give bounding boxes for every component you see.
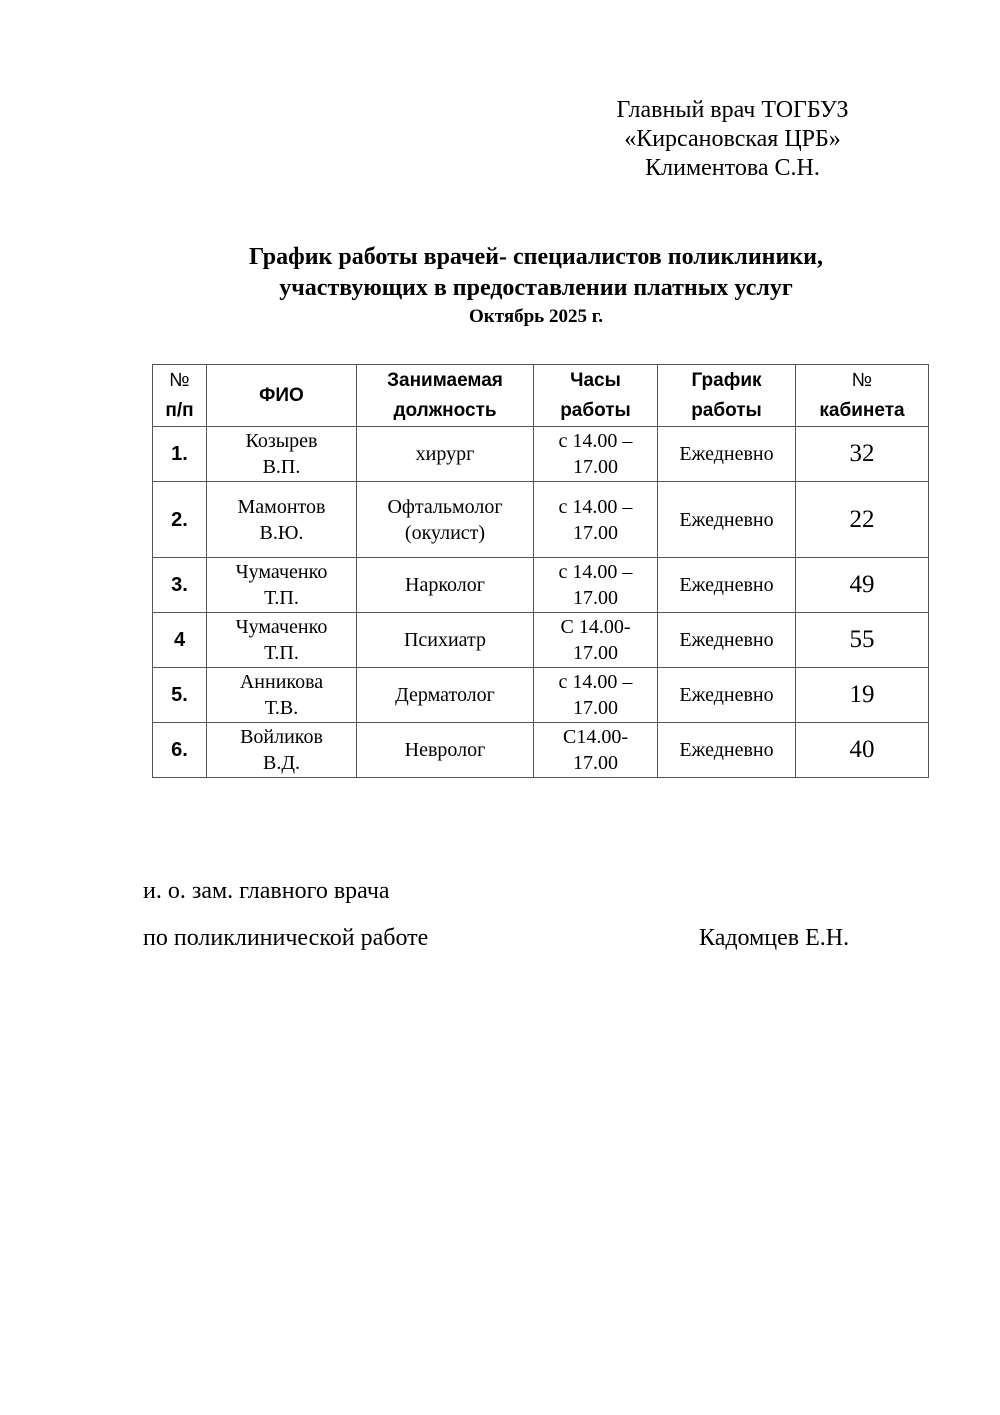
header-cabinet: № кабинета [795,364,929,427]
doctor-name: Чумаченко Т.П. [206,557,357,613]
work-schedule: Ежедневно [657,481,796,558]
doctor-position: Дерматолог [356,667,534,723]
row-number: 6. [152,722,207,778]
approval-block: Главный врач ТОГБУЗ «Кирсановская ЦРБ» К… [560,96,905,183]
table-row: 6. Войликов В.Д. Невролог С14.00- 17.00 Ежедне… [152,722,929,778]
doctor-position: Психиатр [356,612,534,668]
cabinet-number: 55 [795,612,929,668]
title-line: участвующих в предоставлении платных усл… [279,275,793,301]
approval-line: Главный врач ТОГБУЗ [616,97,849,123]
row-number: 5. [152,667,207,723]
doctor-position: Нарколог [356,557,534,613]
document-title: График работы врачей- специалистов полик… [100,242,972,304]
cabinet-number: 40 [795,722,929,778]
row-number: 4 [152,612,207,668]
table-header-row: № п/п ФИО Занимаемая должность Часы работы … [152,364,929,427]
doctor-name: Козырев В.П. [206,426,357,482]
work-schedule: Ежедневно [657,722,796,778]
work-hours: с 14.00 –17.00 [533,557,658,613]
work-schedule: Ежедневно [657,426,796,482]
header-name: ФИО [206,364,357,427]
row-number: 1. [152,426,207,482]
row-number: 2. [152,481,207,558]
table-row: 2. Мамонтов В.Ю. Офтальмолог (окулист) с 14.0… [152,481,929,558]
header-position: Занимаемая должность [356,364,534,427]
doctor-position: Офтальмолог (окулист) [356,481,534,558]
header-hours: Часы работы [533,364,658,427]
work-hours: с 14.00 –17.00 [533,481,658,558]
table-row: 3. Чумаченко Т.П. Нарколог с 14.00 –17.00 Еже… [152,557,929,613]
doctor-name: Войликов В.Д. [206,722,357,778]
signature-name: Кадомцев Е.Н. [699,925,850,951]
work-hours: С 14.00- 17.00 [533,612,658,668]
header-schedule: График работы [657,364,796,427]
cabinet-number: 49 [795,557,929,613]
cabinet-number: 32 [795,426,929,482]
cabinet-number: 22 [795,481,929,558]
work-hours: С14.00- 17.00 [533,722,658,778]
doctor-name: Чумаченко Т.П. [206,612,357,668]
title-line: График работы врачей- специалистов полик… [249,244,823,270]
approval-line: «Кирсановская ЦРБ» [624,126,841,152]
doctor-name: Анникова Т.В. [206,667,357,723]
schedule-table: № п/п ФИО Занимаемая должность Часы работы … [152,364,929,778]
month-label: Октябрь 2025 г. [469,306,603,327]
table-row: 4 Чумаченко Т.П. Психиатр С 14.00- 17.00 Ежедн… [152,612,929,668]
work-hours: с 14.00 –17.00 [533,426,658,482]
header-num: № п/п [152,364,207,427]
doctor-position: Невролог [356,722,534,778]
doctor-name: Мамонтов В.Ю. [206,481,357,558]
approval-line: Климентова С.Н. [645,155,820,181]
signature-title-line1: и. о. зам. главного врача [143,878,390,904]
doctor-position: хирург [356,426,534,482]
row-number: 3. [152,557,207,613]
signature-title-line2: по поликлинической работе [143,925,429,951]
cabinet-number: 19 [795,667,929,723]
table-row: 5. Анникова Т.В. Дерматолог с 14.00 –17.00 Еж… [152,667,929,723]
work-schedule: Ежедневно [657,667,796,723]
work-schedule: Ежедневно [657,612,796,668]
table-row: 1. Козырев В.П. хирург с 14.00 –17.00 Ежеднев… [152,426,929,482]
work-schedule: Ежедневно [657,557,796,613]
work-hours: с 14.00 –17.00 [533,667,658,723]
